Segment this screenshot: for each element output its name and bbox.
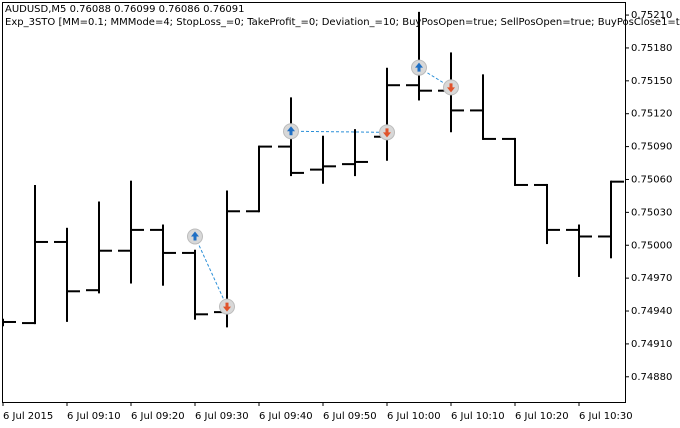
x-tick-label: 6 Jul 09:40 bbox=[259, 411, 313, 422]
y-tick-label: 0.75000 bbox=[631, 240, 672, 251]
y-tick-label: 0.74970 bbox=[631, 273, 672, 284]
x-tick-label: 6 Jul 10:20 bbox=[515, 411, 569, 422]
sell-marker bbox=[383, 128, 391, 138]
x-tick-label: 6 Jul 10:30 bbox=[579, 411, 633, 422]
y-tick-label: 0.74940 bbox=[631, 306, 672, 317]
x-tick-label: 6 Jul 09:30 bbox=[195, 411, 249, 422]
x-tick-label: 6 Jul 09:20 bbox=[131, 411, 185, 422]
sell-marker bbox=[223, 302, 231, 312]
plot-frame bbox=[2, 2, 626, 403]
y-tick-label: 0.75210 bbox=[631, 10, 672, 21]
trade-link bbox=[290, 130, 388, 133]
x-tick-label: 6 Jul 10:00 bbox=[387, 411, 441, 422]
x-tick-label: 6 Jul 09:10 bbox=[67, 411, 121, 422]
x-tick-label: 6 Jul 2015 bbox=[3, 411, 53, 422]
y-tick-label: 0.75030 bbox=[631, 207, 672, 218]
y-tick-label: 0.74910 bbox=[631, 339, 672, 350]
symbol-line: AUDUSD,M5 0.76088 0.76099 0.76086 0.7609… bbox=[5, 4, 245, 15]
y-tick-label: 0.75120 bbox=[631, 109, 672, 120]
buy-marker bbox=[415, 62, 423, 72]
plot-area bbox=[3, 11, 624, 328]
x-tick-label: 6 Jul 10:10 bbox=[451, 411, 505, 422]
chart-title: Exp_3STO [MM=0.1; MMMode=4; StopLoss_=0;… bbox=[5, 17, 680, 28]
y-tick-label: 0.75060 bbox=[631, 174, 672, 185]
x-tick-label: 6 Jul 09:50 bbox=[323, 411, 377, 422]
y-tick-label: 0.75180 bbox=[631, 43, 672, 54]
sell-marker bbox=[447, 83, 455, 93]
y-tick-label: 0.75090 bbox=[631, 142, 672, 153]
buy-marker bbox=[287, 126, 295, 136]
y-tick-label: 0.75150 bbox=[631, 76, 672, 87]
buy-marker bbox=[191, 231, 199, 241]
trade-link bbox=[194, 236, 228, 307]
y-tick-label: 0.74880 bbox=[631, 372, 672, 383]
